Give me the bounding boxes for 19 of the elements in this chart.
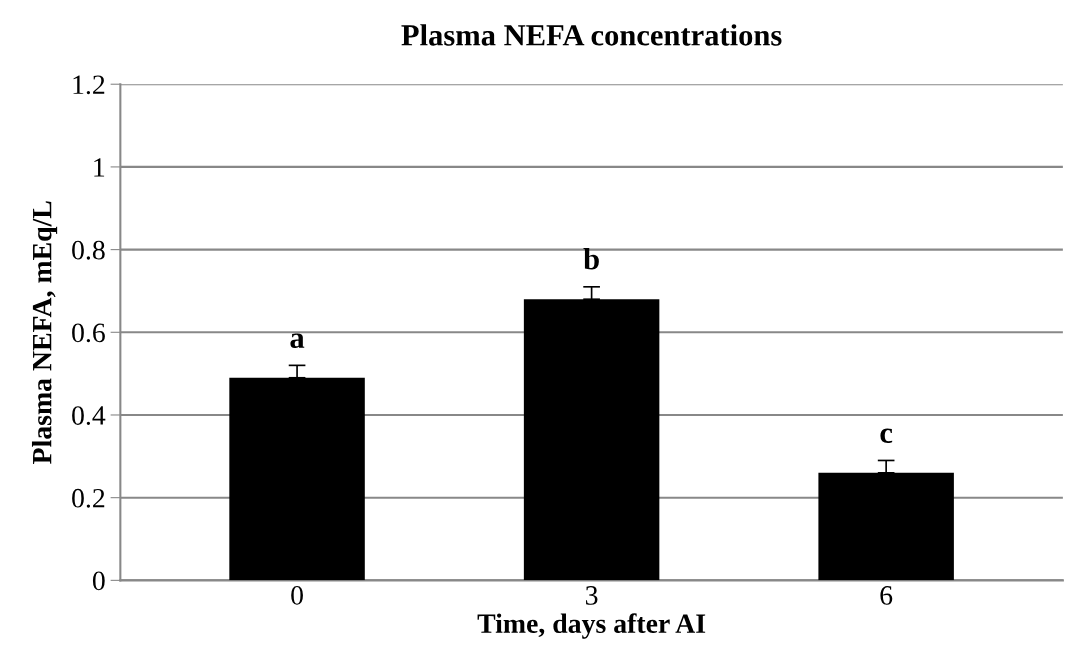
x-axis-title: Time, days after AI [477,613,706,639]
y-tick-label: 0.2 [72,488,105,508]
annotation: a [290,333,305,349]
annotation: b [583,247,599,270]
annotation: c [880,428,893,444]
bar [523,299,660,581]
x-tick-label: 3 [585,586,598,605]
y-tick-label: 0.4 [72,406,106,426]
y-axis-title: Plasma NEFA, mEq/L [31,201,58,464]
y-tick-label: 0.6 [72,323,105,343]
y-tick-label: 1 [94,158,105,177]
bar [229,377,365,581]
x-tick-label: 0 [291,586,303,605]
y-tick-label: 0.8 [72,240,105,260]
bar [818,472,954,581]
y-tick-label: 1.2 [73,75,105,95]
y-tick-label: 0 [92,571,105,591]
chart-title: Plasma NEFA concentrations [401,24,782,46]
x-tick-label: 6 [880,586,893,605]
